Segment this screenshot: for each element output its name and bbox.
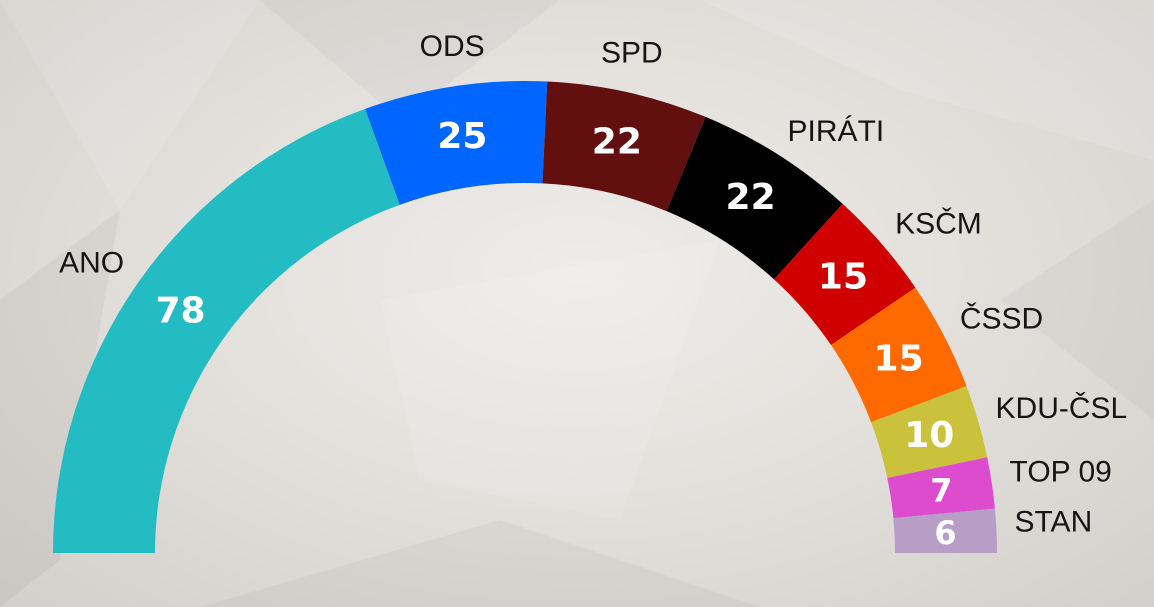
label-top-09: TOP 09	[1010, 456, 1112, 489]
value-ano: 78	[156, 290, 206, 331]
label-ano: ANO	[59, 247, 124, 280]
label-spd: SPD	[601, 36, 663, 69]
value-stan: 6	[934, 514, 956, 552]
value-spd: 22	[592, 122, 642, 163]
label-pirati: PIRÁTI	[788, 115, 885, 148]
label-kdu-csl: KDU-ČSL	[996, 391, 1128, 425]
segment-kscm	[774, 203, 916, 346]
label-stan: STAN	[1014, 505, 1092, 538]
label-ods: ODS	[420, 30, 485, 63]
label-cssd: ČSSD	[960, 302, 1043, 336]
value-ods: 25	[437, 116, 487, 157]
value-cssd: 15	[874, 338, 924, 379]
value-pirati: 22	[726, 177, 776, 218]
value-kscm: 15	[818, 257, 868, 298]
seat-segments	[53, 81, 997, 554]
segment-stan	[893, 508, 997, 553]
value-top-09: 7	[930, 471, 952, 509]
segment-kdu-csl	[871, 386, 988, 478]
segment-cssd	[831, 287, 967, 423]
segment-ods	[365, 81, 548, 205]
segment-pirati	[666, 116, 843, 280]
segment-spd	[542, 81, 706, 212]
value-kdu-csl: 10	[904, 415, 954, 456]
party-labels: ANO ODS SPD PIRÁTI KSČM ČSSD KDU-ČSL TOP 09 STAN	[59, 30, 1127, 538]
segment-top-09	[887, 457, 995, 519]
label-kscm: KSČM	[895, 206, 982, 240]
segment-ano	[53, 108, 400, 554]
